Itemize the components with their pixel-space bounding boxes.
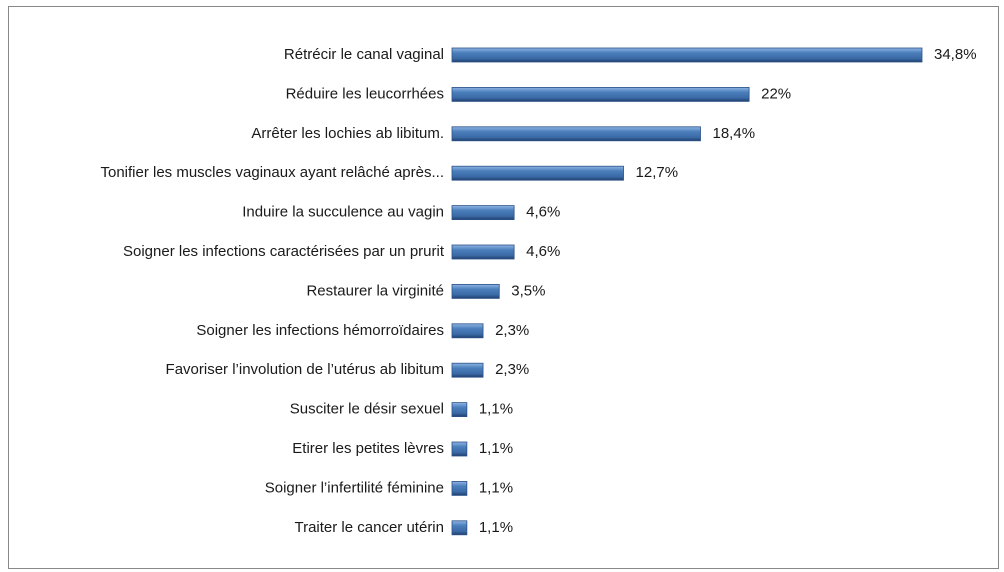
bar (451, 47, 923, 63)
bar (451, 244, 515, 260)
category-label: Etirer les petites lèvres (292, 440, 444, 457)
category-label: Induire la succulence au vagin (242, 204, 444, 221)
value-label: 1,1% (479, 519, 513, 536)
category-label: Tonifier les muscles vaginaux ayant relâ… (100, 164, 444, 181)
bar (451, 205, 515, 221)
value-label: 1,1% (479, 479, 513, 496)
value-label: 22% (761, 85, 791, 102)
value-label: 1,1% (479, 440, 513, 457)
category-label: Rétrécir le canal vaginal (284, 46, 444, 63)
category-label: Arrêter les lochies ab libitum. (251, 125, 444, 142)
bar (451, 283, 500, 299)
category-label: Restaurer la virginité (306, 282, 444, 299)
bar (451, 165, 624, 181)
value-label: 34,8% (934, 46, 977, 63)
category-label: Soigner l’infertilité féminine (265, 479, 444, 496)
value-label: 2,3% (495, 322, 529, 339)
bar (451, 126, 701, 142)
value-label: 3,5% (511, 282, 545, 299)
bar (451, 520, 468, 536)
category-label: Soigner les infections caractérisées par… (123, 243, 445, 260)
bar (451, 441, 468, 457)
value-label: 4,6% (526, 204, 560, 221)
value-label: 4,6% (526, 243, 560, 260)
bar (451, 87, 750, 102)
value-label: 18,4% (713, 125, 756, 142)
bar (451, 323, 484, 339)
value-label: 1,1% (479, 401, 513, 418)
bar (451, 402, 468, 418)
bar (451, 362, 484, 378)
value-label: 2,3% (495, 361, 529, 378)
bar (451, 480, 468, 496)
category-label: Susciter le désir sexuel (290, 401, 444, 418)
category-label: Traiter le cancer utérin (294, 519, 444, 536)
category-label: Favoriser l’involution de l’utérus ab li… (166, 361, 444, 378)
value-label: 12,7% (636, 164, 679, 181)
category-label: Soigner les infections hémorroïdaires (196, 322, 444, 339)
category-label: Réduire les leucorrhées (286, 85, 444, 102)
